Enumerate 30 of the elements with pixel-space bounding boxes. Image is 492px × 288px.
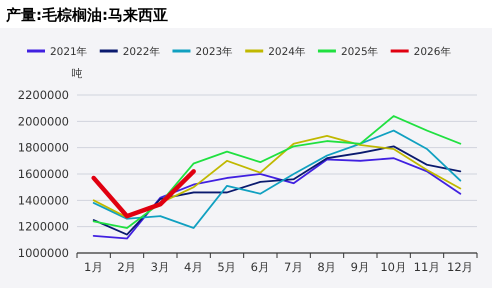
chart-title: 产量:毛棕榈油:马来西亚: [5, 6, 168, 24]
y-tick-label: 2000000: [18, 114, 69, 128]
x-tick-label: 11月: [414, 260, 440, 274]
y-tick-label: 1000000: [18, 246, 69, 260]
y-tick-label: 1400000: [18, 193, 69, 208]
x-tick-label: 5月: [217, 260, 237, 274]
legend-label: 2022年: [122, 46, 160, 58]
x-tick-label: 3月: [150, 260, 170, 274]
line-series: [91, 169, 196, 218]
line-series: [92, 145, 462, 236]
y-axis-title: 吨: [72, 67, 82, 80]
x-tick-label: 12月: [447, 260, 474, 274]
y-tick-label: 1600000: [18, 167, 69, 181]
legend-label: 2025年: [340, 46, 379, 58]
x-tick-label: 10月: [380, 260, 407, 274]
x-tick-label: 6月: [250, 260, 270, 274]
line-series: [92, 157, 462, 240]
x-tick-label: 9月: [350, 260, 370, 274]
x-tick-label: 8月: [317, 260, 337, 274]
legend-label: 2021年: [50, 46, 88, 58]
legend-label: 2026年: [414, 46, 452, 58]
x-tick-label: 1月: [84, 260, 104, 274]
y-tick-label: 1200000: [18, 220, 69, 234]
legend-label: 2023年: [195, 46, 234, 58]
y-tick-label: 2200000: [18, 88, 69, 102]
x-tick-label: 7月: [284, 260, 304, 274]
x-tick-label: 4月: [184, 260, 204, 274]
y-tick-label: 1800000: [18, 140, 69, 155]
x-tick-label: 2月: [117, 260, 137, 274]
legend-label: 2024年: [268, 46, 306, 58]
